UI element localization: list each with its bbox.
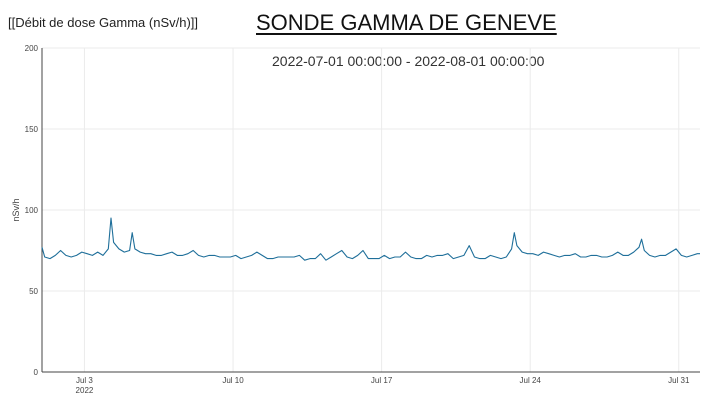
x-tick-label: Jul 17 [371, 376, 393, 385]
x-tick-label: Jul 3 [76, 376, 93, 385]
page-title: SONDE GAMMA DE GENEVE [256, 10, 557, 35]
date-range-label: 2022-07-01 00:00:00 - 2022-08-01 00:00:0… [272, 53, 545, 69]
y-tick-label: 100 [25, 206, 39, 215]
x-tick-label: Jul 24 [520, 376, 542, 385]
x-tick-sublabel: 2022 [76, 386, 94, 395]
y-tick-label: 200 [25, 44, 39, 53]
series-group[interactable] [41, 217, 700, 261]
y-tick-label: 50 [29, 287, 38, 296]
y-tick-label: 150 [25, 125, 39, 134]
axes [41, 48, 700, 373]
x-tick-label: Jul 31 [668, 376, 690, 385]
chart-label: [[Débit de dose Gamma (nSv/h)]] [8, 15, 199, 30]
grid-lines [42, 47, 700, 373]
y-axis-title: nSv/h [11, 198, 21, 221]
series-line[interactable] [41, 217, 700, 261]
y-tick-label: 0 [34, 368, 39, 377]
x-tick-label: Jul 10 [222, 376, 244, 385]
